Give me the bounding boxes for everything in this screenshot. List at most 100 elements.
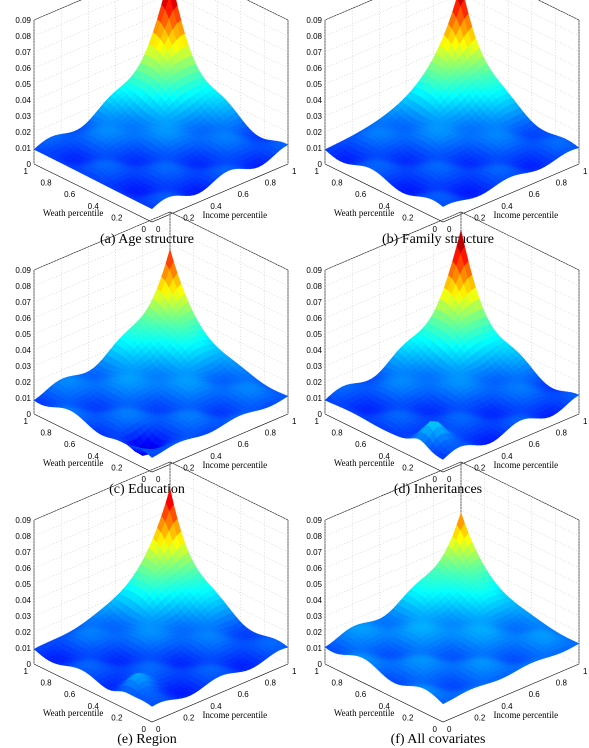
x-tick-label: 0.6 [529,440,541,449]
surface-mesh [34,0,288,209]
z-tick-label: 0.06 [15,64,31,73]
z-tick-label: 0.02 [15,378,31,387]
z-tick-label: 0.05 [15,80,31,89]
x-tick-label: 1 [583,417,588,426]
y-tick-label: 0.2 [111,463,123,472]
surface-mesh [325,230,579,459]
y-axis-label: Weath percentile [334,208,395,218]
y-tick-label: 0.6 [355,440,367,449]
z-tick-label: 0.01 [306,144,322,153]
z-tick-label: 0.02 [15,128,31,137]
y-tick-label: 1 [24,667,29,676]
z-tick-label: 0.01 [306,394,322,403]
surface-mesh [34,489,288,707]
z-tick-label: 0.02 [15,628,31,637]
x-axis-label: Income percentile [202,460,267,470]
surface-mesh [325,0,579,207]
z-tick-label: 0.09 [306,16,322,25]
y-tick-label: 0.8 [40,429,52,438]
z-tick-label: 0.04 [15,596,31,605]
z-tick-label: 0.07 [15,48,31,57]
z-tick-label: 0.08 [306,282,322,291]
surface-plot: 00.010.020.030.040.050.060.070.080.0900.… [293,252,583,474]
z-tick-label: 0.06 [15,564,31,573]
y-tick-label: 0.2 [111,213,123,222]
z-tick-label: 0.04 [15,346,31,355]
z-tick-label: 0.06 [15,314,31,323]
y-axis-label: Weath percentile [43,708,104,718]
z-tick-label: 0.03 [306,112,322,121]
y-tick-label: 1 [24,167,29,176]
y-tick-label: 0.8 [40,679,52,688]
y-tick-label: 0.8 [40,179,52,188]
x-axis-label: Income percentile [493,460,558,470]
x-tick-label: 0.6 [238,440,250,449]
z-tick-label: 0.01 [15,644,31,653]
y-tick-label: 1 [315,417,320,426]
z-tick-label: 0.01 [15,394,31,403]
z-tick-label: 0.07 [15,548,31,557]
z-tick-label: 0.03 [306,362,322,371]
y-tick-label: 0.2 [402,463,414,472]
z-tick-label: 0.08 [15,282,31,291]
z-tick-label: 0.04 [306,346,322,355]
x-tick-label: 0.6 [529,190,541,199]
z-tick-label: 0.09 [15,516,31,525]
z-tick-label: 0.09 [15,266,31,275]
x-tick-label: 0.8 [265,679,277,688]
panel-caption: (b) Family structure [293,232,583,248]
z-tick-label: 0.03 [15,612,31,621]
surface-plot: 00.010.020.030.040.050.060.070.080.0900.… [2,252,292,474]
z-tick-label: 0.08 [15,32,31,41]
x-tick-label: 0.2 [183,713,195,722]
z-tick-label: 0.09 [15,16,31,25]
x-tick-label: 0.6 [238,190,250,199]
panel-caption: (c) Education [2,482,292,498]
surface-mesh [34,249,288,457]
y-tick-label: 1 [315,167,320,176]
x-tick-label: 0.8 [265,179,277,188]
y-tick-label: 0.8 [331,179,343,188]
z-tick-label: 0.05 [15,580,31,589]
z-tick-label: 0.05 [306,330,322,339]
x-tick-label: 0.8 [265,429,277,438]
z-tick-label: 0.04 [306,96,322,105]
x-axis-label: Income percentile [202,710,267,720]
y-tick-label: 0.6 [64,190,76,199]
y-tick-label: 0.2 [402,213,414,222]
y-axis-label: Weath percentile [334,458,395,468]
z-tick-label: 0.08 [306,32,322,41]
panel-caption: (a) Age structure [2,232,292,248]
z-tick-label: 0.07 [15,298,31,307]
z-tick-label: 0.09 [306,266,322,275]
surface-plot: 00.010.020.030.040.050.060.070.080.0900.… [293,2,583,224]
y-tick-label: 0.8 [331,429,343,438]
z-tick-label: 0.07 [306,298,322,307]
x-axis-label: Income percentile [493,210,558,220]
surface-plot: 00.010.020.030.040.050.060.070.080.0900.… [2,502,292,724]
z-tick-label: 0.06 [306,314,322,323]
y-axis-label: Weath percentile [43,458,104,468]
z-tick-label: 0.03 [15,362,31,371]
y-tick-label: 0.2 [111,713,123,722]
z-tick-label: 0.06 [306,64,322,73]
y-axis-label: Weath percentile [43,208,104,218]
x-tick-label: 0.8 [556,429,568,438]
y-tick-label: 0.6 [355,190,367,199]
z-tick-label: 0.04 [15,96,31,105]
x-tick-label: 1 [583,167,588,176]
z-tick-label: 0.05 [306,80,322,89]
z-tick-label: 0.07 [306,48,322,57]
z-tick-label: 0.01 [15,144,31,153]
z-tick-label: 0.03 [15,112,31,121]
z-tick-label: 0.02 [306,378,322,387]
x-tick-label: 0.6 [238,690,250,699]
z-tick-label: 0.05 [15,330,31,339]
y-tick-label: 0.6 [64,690,76,699]
y-tick-label: 0.6 [64,440,76,449]
x-axis-label: Income percentile [202,210,267,220]
